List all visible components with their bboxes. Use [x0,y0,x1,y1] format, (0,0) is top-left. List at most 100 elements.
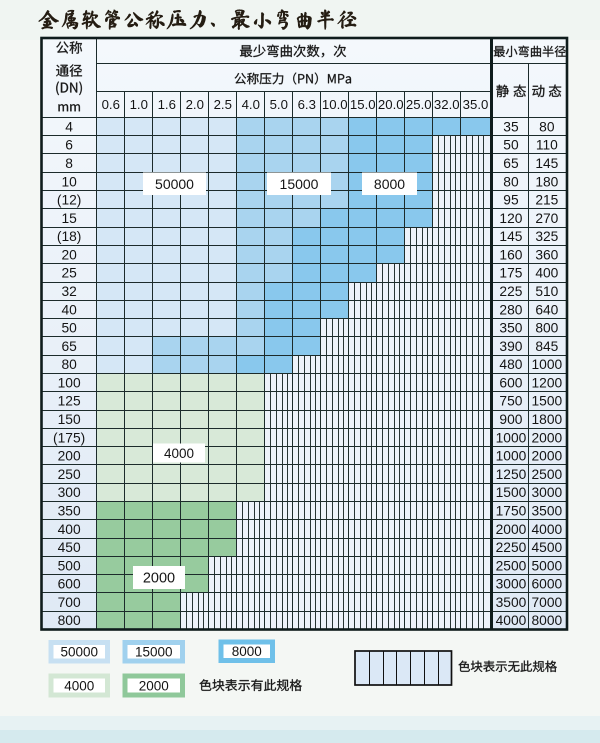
svg-text:3500: 3500 [496,595,527,610]
svg-text:50000: 50000 [155,176,194,192]
svg-text:20.0: 20.0 [378,97,404,112]
svg-text:2250: 2250 [496,540,527,555]
svg-text:2000: 2000 [531,449,562,464]
svg-text:10.0: 10.0 [322,97,348,112]
svg-text:20: 20 [61,247,77,262]
svg-text:4.0: 4.0 [242,97,260,112]
svg-text:32.0: 32.0 [434,97,460,112]
svg-text:15000: 15000 [135,645,173,660]
svg-text:325: 325 [535,229,558,244]
svg-text:8: 8 [65,156,73,171]
svg-text:100: 100 [58,375,81,390]
svg-text:3500: 3500 [531,503,562,518]
svg-text:390: 390 [499,339,522,354]
svg-text:25: 25 [61,266,77,281]
svg-text:120: 120 [499,211,522,226]
svg-text:215: 215 [535,193,558,208]
svg-text:700: 700 [58,595,81,610]
svg-text:3000: 3000 [496,577,527,592]
svg-text:(18): (18) [57,229,82,244]
svg-text:5.0: 5.0 [270,97,288,112]
svg-text:6000: 6000 [531,577,562,592]
svg-text:1000: 1000 [531,357,562,372]
svg-text:2500: 2500 [531,467,562,482]
svg-text:480: 480 [499,357,522,372]
svg-text:2000: 2000 [143,571,175,587]
svg-text:2500: 2500 [496,558,527,573]
svg-text:160: 160 [499,247,522,262]
svg-text:145: 145 [535,156,558,171]
svg-text:2000: 2000 [496,522,527,537]
svg-text:15.0: 15.0 [350,97,376,112]
svg-text:145: 145 [499,229,522,244]
svg-text:845: 845 [535,339,558,354]
svg-text:35.0: 35.0 [463,97,489,112]
svg-text:25.0: 25.0 [406,97,432,112]
svg-text:500: 500 [58,558,81,573]
svg-text:1200: 1200 [531,375,562,390]
svg-text:4000: 4000 [496,613,527,628]
svg-text:4500: 4500 [531,540,562,555]
svg-text:(175): (175) [53,430,85,445]
svg-text:175: 175 [499,266,522,281]
svg-text:600: 600 [499,375,522,390]
svg-text:800: 800 [58,613,81,628]
svg-text:400: 400 [535,266,558,281]
svg-text:510: 510 [535,284,558,299]
svg-text:3000: 3000 [531,485,562,500]
svg-text:(12): (12) [57,193,82,208]
svg-text:8000: 8000 [232,644,262,659]
svg-text:600: 600 [58,577,81,592]
svg-text:1000: 1000 [496,449,527,464]
svg-text:15000: 15000 [280,176,319,192]
svg-text:1750: 1750 [496,503,527,518]
svg-text:95: 95 [503,193,519,208]
svg-text:6: 6 [65,138,73,153]
svg-text:150: 150 [58,412,81,427]
svg-text:350: 350 [499,321,522,336]
svg-text:270: 270 [535,211,558,226]
svg-text:65: 65 [503,156,519,171]
svg-text:2.0: 2.0 [186,97,204,112]
svg-text:200: 200 [58,449,81,464]
svg-text:50: 50 [61,321,77,336]
svg-text:15: 15 [61,211,77,226]
svg-text:350: 350 [58,503,81,518]
svg-text:4000: 4000 [64,678,94,693]
svg-text:750: 750 [499,394,522,409]
svg-text:4000: 4000 [164,446,194,461]
svg-text:50000: 50000 [60,645,98,660]
svg-text:5000: 5000 [531,558,562,573]
svg-text:1250: 1250 [496,467,527,482]
svg-text:80: 80 [539,119,555,134]
svg-text:1.0: 1.0 [130,97,148,112]
svg-text:6.3: 6.3 [298,97,316,112]
svg-text:65: 65 [61,339,77,354]
svg-text:2.5: 2.5 [214,97,232,112]
svg-text:360: 360 [535,247,558,262]
svg-text:2000: 2000 [531,430,562,445]
svg-text:80: 80 [503,174,519,189]
svg-text:2000: 2000 [139,678,169,693]
svg-text:225: 225 [499,284,522,299]
svg-text:8000: 8000 [374,176,405,192]
svg-text:1000: 1000 [496,430,527,445]
svg-text:8000: 8000 [531,613,562,628]
svg-text:800: 800 [535,321,558,336]
svg-text:300: 300 [58,485,81,500]
svg-text:50: 50 [503,138,519,153]
svg-text:180: 180 [535,174,558,189]
svg-text:1.6: 1.6 [158,97,176,112]
svg-text:4000: 4000 [531,522,562,537]
svg-text:1500: 1500 [531,394,562,409]
svg-text:35: 35 [503,119,519,134]
svg-text:32: 32 [61,284,76,299]
svg-text:0.6: 0.6 [102,97,120,112]
svg-text:400: 400 [58,522,81,537]
svg-text:640: 640 [535,302,558,317]
svg-text:250: 250 [58,467,81,482]
svg-text:900: 900 [499,412,522,427]
svg-text:280: 280 [499,302,522,317]
svg-text:7000: 7000 [531,595,562,610]
svg-text:110: 110 [536,138,558,153]
